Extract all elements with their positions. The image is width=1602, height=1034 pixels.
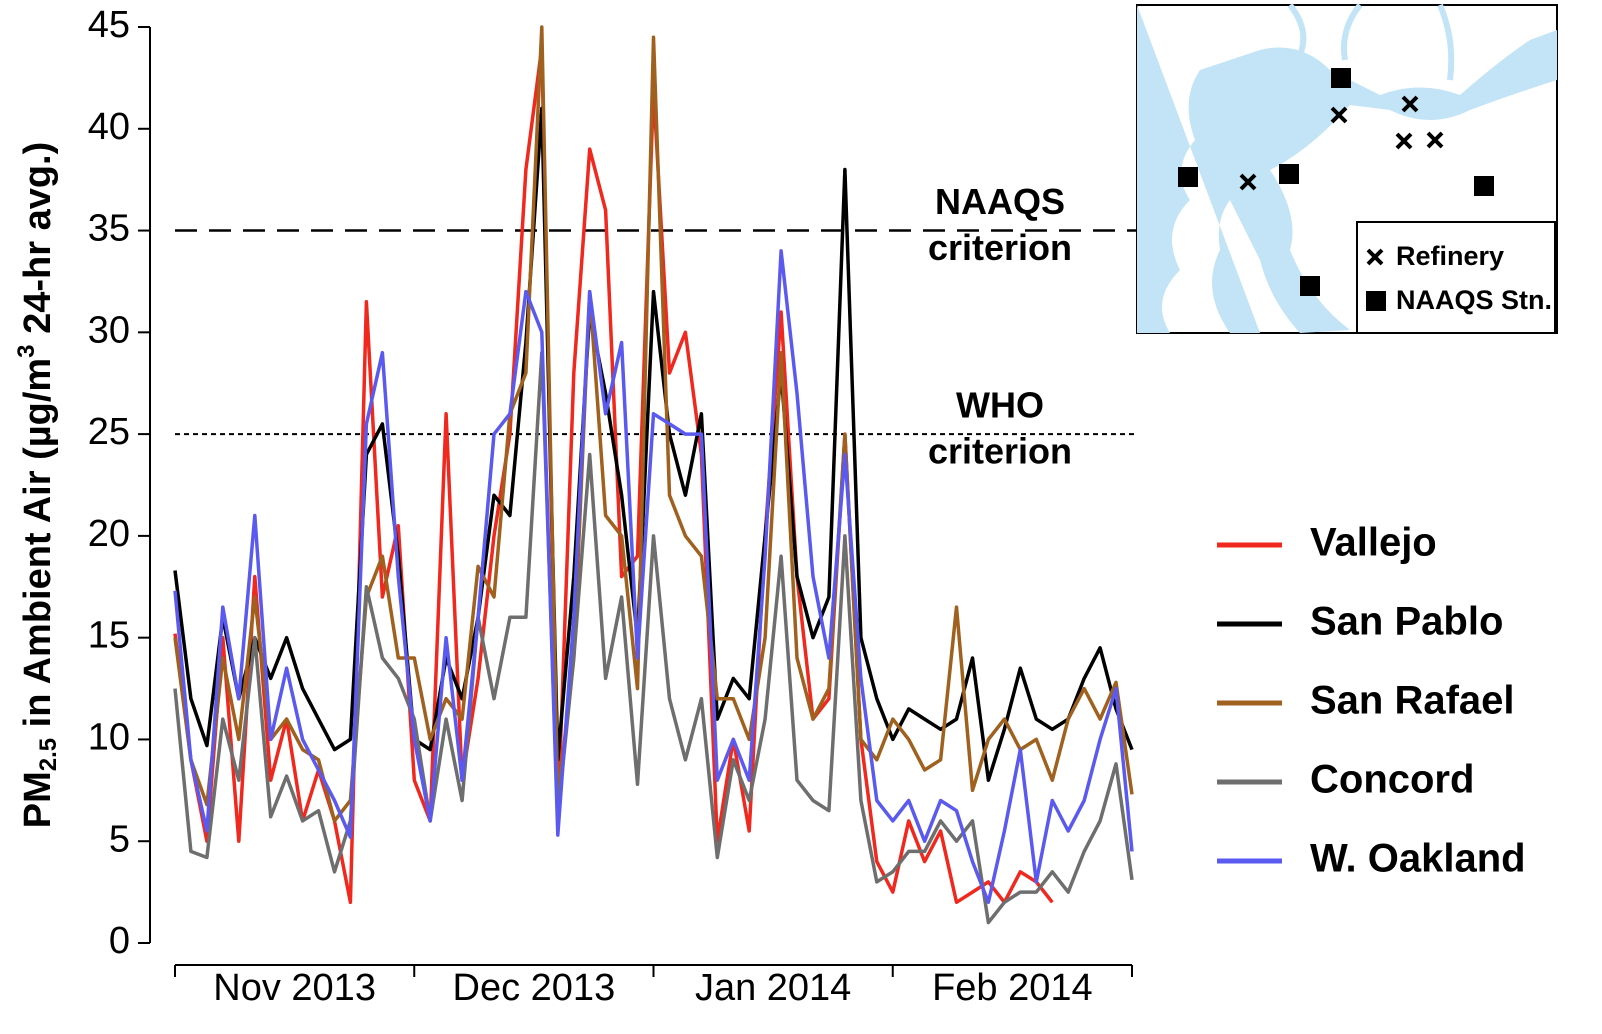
x-tick-label: Nov 2013 xyxy=(213,967,376,1009)
reference-label: criterion xyxy=(928,431,1072,472)
series-line xyxy=(173,106,1134,782)
y-tick-label: 15 xyxy=(88,615,130,657)
y-label-part: 2.5 xyxy=(35,738,62,771)
station-markers xyxy=(1178,68,1494,296)
y-tick-label: 5 xyxy=(109,818,130,860)
refinery-markers xyxy=(1239,95,1444,191)
legend-station-marker xyxy=(1366,291,1386,311)
y-tick-label: 40 xyxy=(88,106,130,148)
river xyxy=(1287,3,1455,81)
y-tick-label: 10 xyxy=(88,716,130,758)
reference-label: criterion xyxy=(928,227,1072,268)
series-line xyxy=(173,249,1134,905)
reference-label: NAAQS xyxy=(935,181,1065,222)
legend-label: Vallejo xyxy=(1310,521,1437,565)
legend-label: Concord xyxy=(1310,758,1474,802)
legend-label: W. Oakland xyxy=(1310,837,1526,881)
y-tick-label: 0 xyxy=(109,920,130,962)
inset-legend-label: Refinery xyxy=(1396,241,1504,271)
y-tick-label: 30 xyxy=(88,309,130,351)
legend-label: San Rafael xyxy=(1310,679,1515,723)
y-label-part: in Ambient Air (µg/m xyxy=(17,358,59,738)
y-tick-label: 35 xyxy=(88,208,130,250)
y-tick-label: 25 xyxy=(88,411,130,453)
series-line xyxy=(173,350,1134,925)
y-label-part: PM xyxy=(17,771,59,828)
legend-label: San Pablo xyxy=(1310,600,1503,644)
inset-legend-label: NAAQS Stn. xyxy=(1396,285,1552,315)
water xyxy=(1137,5,1557,333)
inset-map: Refinery NAAQS Stn. xyxy=(1136,3,1558,334)
legend-refinery-marker xyxy=(1366,248,1384,266)
y-label-part: 24-hr avg.) xyxy=(17,142,59,345)
y-tick-label: 45 xyxy=(88,4,130,46)
y-tick-label: 20 xyxy=(88,513,130,555)
series-line xyxy=(173,45,1054,905)
y-axis-label: PM2.5 in Ambient Air (µg/m3 24-hr avg.) xyxy=(13,142,62,829)
series-line xyxy=(173,25,1134,823)
x-tick-label: Jan 2014 xyxy=(695,967,851,1009)
inset-legend-box xyxy=(1356,221,1556,334)
x-tick-label: Dec 2013 xyxy=(453,967,616,1009)
x-tick-label: Feb 2014 xyxy=(932,967,1093,1009)
y-label-part: 3 xyxy=(13,344,40,357)
reference-label: WHO xyxy=(956,385,1044,426)
